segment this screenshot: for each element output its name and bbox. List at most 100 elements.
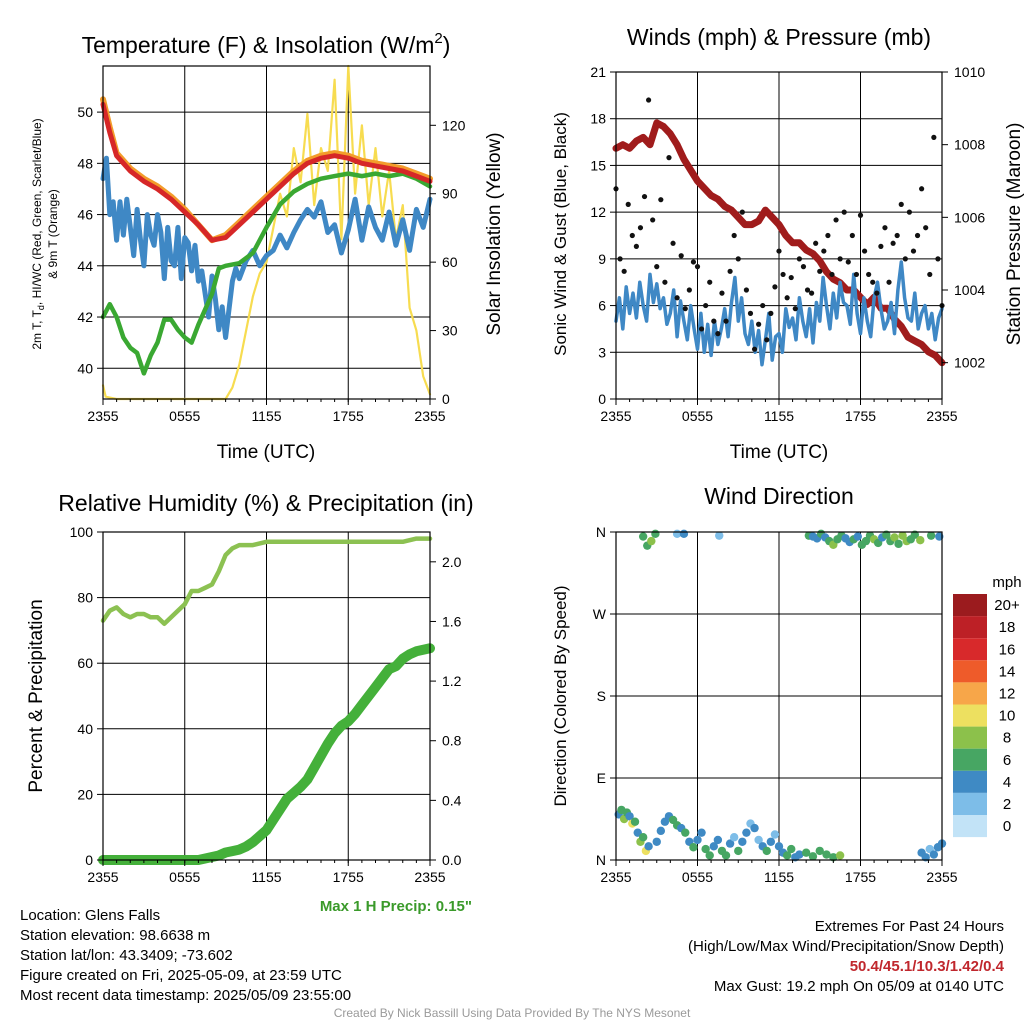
gust-point — [735, 256, 741, 262]
y2-tick-label: 30 — [442, 323, 458, 339]
direction-point — [638, 532, 648, 541]
gust-point — [927, 271, 933, 278]
y-tick-label: 42 — [77, 309, 93, 325]
gust-point — [739, 209, 745, 215]
y2-tick-label: 1010 — [954, 64, 985, 80]
info-timestamp: Most recent data timestamp: 2025/05/09 2… — [20, 987, 352, 1004]
humidity-title: Relative Humidity (%) & Precipitation (i… — [58, 490, 473, 516]
humidity-ylabel: Percent & Precipitation — [26, 599, 47, 792]
precip-annotation: Max 1 H Precip: 0.15" — [320, 898, 472, 915]
gust-point — [923, 225, 929, 231]
info-created: Figure created on Fri, 2025-05-09, at 23… — [20, 967, 342, 984]
y-tick-label: 60 — [77, 655, 93, 671]
direction-point — [770, 830, 780, 839]
speed-legend: mph 20+ 18 16 14 12 10 8 6 4 2 0 — [953, 574, 1022, 838]
y-tick-label: 46 — [77, 207, 93, 223]
y-tick-label: N — [596, 524, 606, 540]
y-tick-label: 100 — [70, 524, 94, 540]
x-tick-label: 2355 — [414, 869, 445, 885]
gust-point — [780, 271, 786, 278]
x-tick-label: 1155 — [251, 869, 281, 885]
direction-point — [715, 531, 724, 540]
winds-series — [612, 97, 946, 367]
winds-title: Winds (mph) & Pressure (mb) — [627, 24, 931, 50]
legend-label: 4 — [1003, 774, 1011, 791]
direction-point — [774, 842, 784, 851]
plot-frame — [102, 531, 431, 861]
gust-point — [641, 193, 648, 200]
gust-point — [747, 310, 754, 316]
gust-point — [914, 232, 921, 239]
gust-point — [703, 302, 709, 309]
gust-point — [910, 248, 917, 254]
direction-point — [625, 812, 634, 821]
extremes-subtitle: (High/Low/Max Wind/Precipitation/Snow De… — [688, 938, 1004, 955]
extremes-info: Extremes For Past 24 Hours (High/Low/Max… — [688, 917, 1004, 997]
y-tick-label: 48 — [77, 155, 93, 171]
credit-line: Created By Nick Bassill Using Data Provi… — [333, 1006, 691, 1020]
y-tick-label: 20 — [77, 786, 93, 802]
humidity-axes: 2355 0555 1155 1755 23550204060801000.00.40.… — [70, 524, 462, 885]
y2-tick-label: 1008 — [954, 137, 985, 153]
direction-point — [701, 844, 710, 854]
gust-point — [707, 279, 713, 285]
x-tick-label: 1155 — [251, 408, 281, 424]
winds-ylabel: Sonic Wind & Gust (Blue, Black) — [551, 112, 570, 356]
direction-grid — [615, 531, 943, 861]
direction-point — [853, 532, 862, 541]
direction-point — [929, 850, 939, 859]
gust-point — [837, 256, 843, 262]
direction-panel: Wind Direction Direction (Colored By Spe… — [551, 483, 1022, 885]
gust-point — [874, 290, 880, 296]
direction-point — [681, 828, 690, 837]
gust-point — [825, 232, 831, 239]
gust-point — [776, 248, 782, 254]
gust-point — [857, 212, 864, 218]
gust-point — [768, 310, 774, 316]
gust-point — [849, 232, 855, 239]
series-2m-t — [100, 101, 433, 243]
y-tick-label: 80 — [77, 590, 93, 606]
legend-label: 8 — [1003, 730, 1011, 747]
plot-frame — [102, 65, 431, 400]
legend-label: 20+ — [994, 597, 1020, 614]
plot-frame — [615, 531, 943, 861]
direction-point — [750, 823, 759, 833]
y-tick-label: S — [597, 688, 606, 704]
direction-point — [754, 835, 763, 845]
y2-tick-label: 0.4 — [442, 792, 462, 808]
x-tick-label: 2355 — [600, 869, 631, 885]
x-tick-label: 1755 — [845, 408, 876, 424]
gust-point — [629, 232, 635, 239]
direction-point — [729, 833, 739, 842]
gust-point — [919, 186, 925, 192]
legend-swatch — [953, 815, 987, 838]
gust-point — [890, 240, 896, 246]
y2-tick-label: 1.6 — [442, 613, 462, 629]
gust-point — [817, 268, 823, 274]
direction-point — [644, 842, 653, 851]
x-tick-label: 2355 — [87, 408, 118, 424]
plot-frame — [615, 71, 943, 400]
gust-point — [853, 271, 860, 278]
legend-swatch — [953, 748, 987, 771]
direction-ylabel: Direction (Colored By Speed) — [551, 585, 570, 806]
direction-point — [725, 839, 735, 848]
temperature-panel: Temperature (F) & Insolation (W/m2) 2m T… — [30, 30, 505, 463]
direction-point — [910, 530, 920, 539]
legend-label: 14 — [999, 663, 1016, 680]
gust-point — [719, 290, 725, 296]
series-hi-wc — [100, 155, 433, 340]
x-tick-label: 1755 — [333, 869, 364, 885]
gust-point — [743, 287, 750, 293]
gust-point — [637, 225, 644, 231]
y2-tick-label: 1002 — [954, 355, 985, 371]
gust-point — [833, 217, 839, 223]
legend-swatch — [953, 792, 987, 815]
gust-point — [866, 271, 872, 278]
legend-swatch — [953, 616, 987, 639]
station-info: Location: Glens Falls Station elevation:… — [20, 906, 351, 1006]
gust-point — [666, 155, 672, 161]
direction-point — [721, 851, 731, 860]
y-tick-label: 15 — [590, 157, 606, 173]
